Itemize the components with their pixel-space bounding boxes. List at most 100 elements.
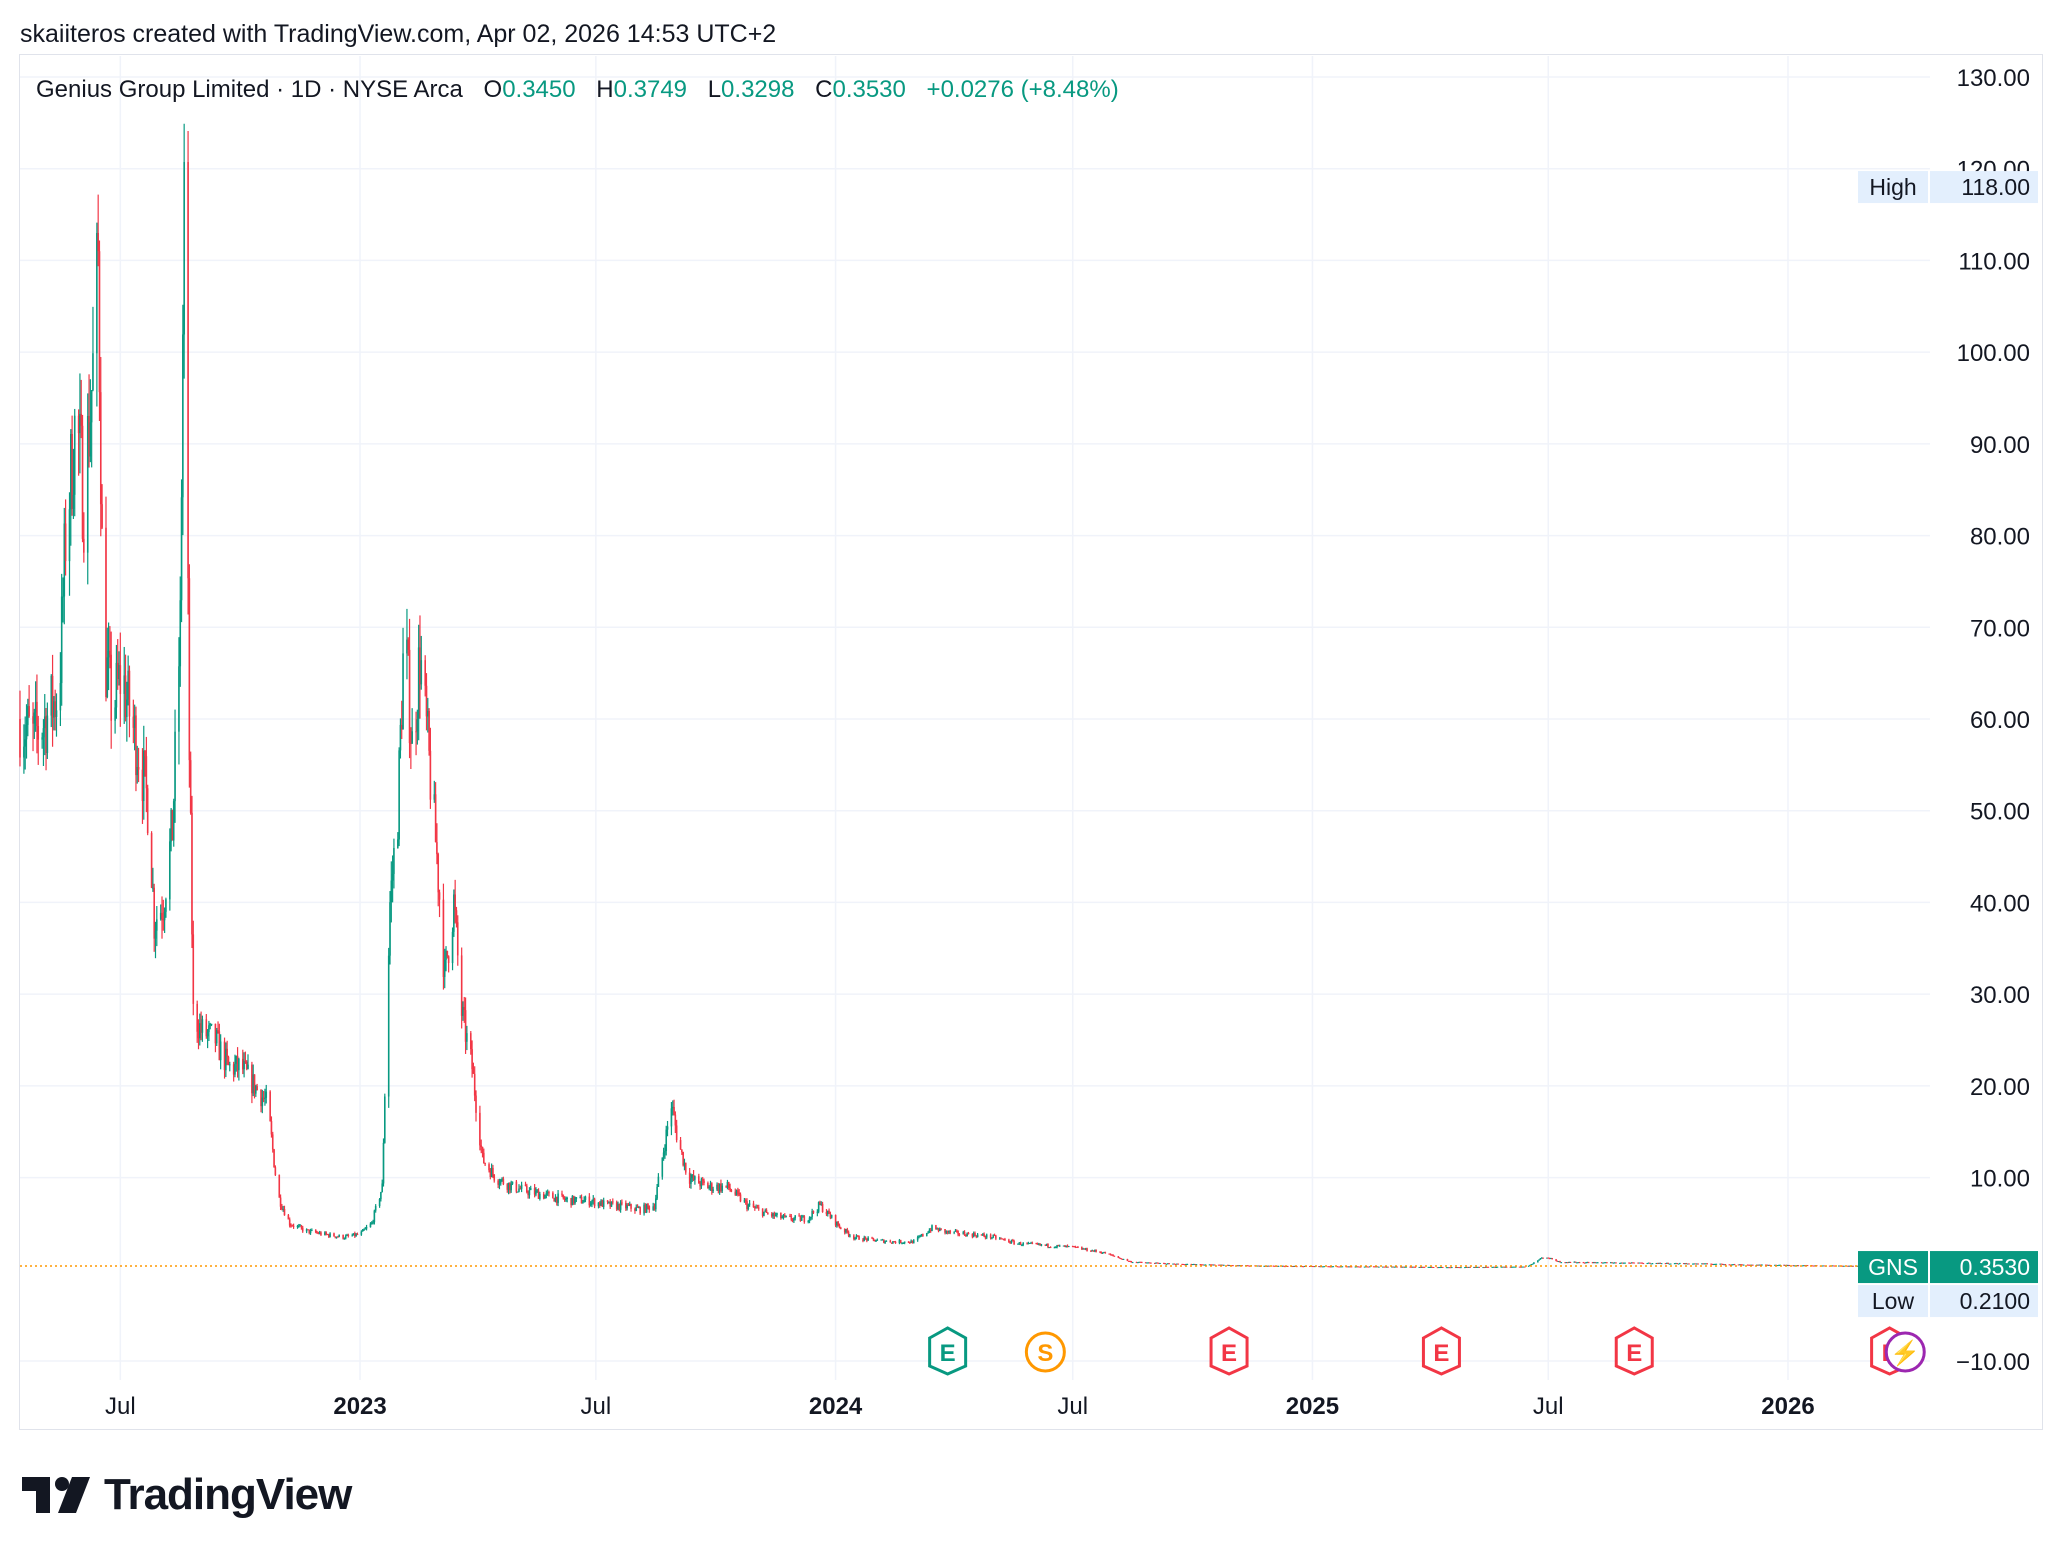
candle — [783, 1213, 786, 1218]
tradingview-logo[interactable]: TradingView — [22, 1470, 352, 1520]
candle — [918, 1235, 920, 1239]
candle — [1613, 1262, 1616, 1264]
candle — [1649, 1262, 1651, 1264]
candle — [1241, 1265, 1243, 1267]
candle — [225, 1042, 227, 1078]
candle — [145, 736, 148, 813]
candle — [255, 1084, 257, 1097]
candle — [1182, 1263, 1185, 1266]
candle — [1693, 1263, 1695, 1265]
candle — [739, 1192, 742, 1203]
candle — [1150, 1262, 1152, 1264]
candle — [159, 904, 162, 921]
candle — [1181, 1263, 1183, 1265]
candle — [518, 1184, 520, 1193]
candle — [1267, 1265, 1269, 1267]
candle — [1120, 1258, 1122, 1260]
split-event-icon[interactable]: S — [1024, 1331, 1066, 1373]
candle — [819, 1200, 821, 1206]
candle — [1503, 1266, 1505, 1268]
candle — [493, 1174, 496, 1183]
candle — [829, 1211, 832, 1220]
symbol-legend[interactable]: Genius Group Limited · 1D · NYSE Arca O0… — [36, 76, 1119, 104]
candle — [1137, 1262, 1139, 1264]
candle — [408, 618, 411, 759]
candle — [390, 861, 393, 923]
candle — [351, 1233, 354, 1237]
y-tick-label: 30.00 — [1970, 982, 2030, 1009]
candle — [271, 1131, 274, 1153]
candle — [1191, 1264, 1194, 1266]
candle — [1797, 1265, 1800, 1267]
candle — [251, 1061, 253, 1104]
candle — [798, 1213, 800, 1217]
candle — [25, 704, 28, 759]
candle — [98, 240, 101, 421]
news-event-icon[interactable]: ⚡ — [1884, 1331, 1926, 1373]
candle — [995, 1234, 997, 1241]
candle — [150, 831, 153, 889]
candle — [583, 1196, 585, 1203]
candle — [770, 1212, 773, 1218]
candle — [1728, 1264, 1731, 1266]
candle — [445, 946, 447, 972]
candle — [1155, 1262, 1157, 1264]
candle — [288, 1217, 291, 1228]
candle — [529, 1185, 532, 1191]
candle — [481, 1146, 484, 1158]
candle — [1322, 1266, 1324, 1268]
candle — [1456, 1267, 1458, 1269]
candle — [1673, 1263, 1676, 1265]
candle — [1847, 1265, 1849, 1267]
candle — [647, 1202, 649, 1210]
candle — [397, 832, 399, 849]
y-tick-label: 40.00 — [1970, 890, 2030, 917]
candle — [683, 1158, 686, 1171]
candle — [828, 1208, 830, 1214]
candle — [847, 1230, 850, 1238]
candle — [772, 1212, 774, 1219]
candle — [1632, 1262, 1634, 1264]
candle — [791, 1218, 794, 1223]
candle — [515, 1179, 518, 1194]
candle — [260, 1089, 262, 1113]
candle — [552, 1191, 554, 1199]
candle — [1074, 1245, 1077, 1249]
candle — [526, 1183, 528, 1194]
candle — [96, 222, 98, 407]
earnings-event-icon[interactable]: E — [1614, 1326, 1654, 1376]
candle — [1624, 1262, 1626, 1264]
candle — [446, 950, 449, 959]
candle — [1077, 1245, 1079, 1249]
candle — [144, 750, 146, 777]
high-badge[interactable]: High 118.00 — [1858, 171, 2038, 204]
candle — [1226, 1264, 1229, 1266]
candle — [1685, 1262, 1688, 1265]
last-price-badge[interactable]: GNS 0.3530 — [1858, 1251, 2038, 1284]
candle — [671, 1100, 674, 1116]
earnings-event-icon[interactable]: E — [1209, 1326, 1249, 1376]
candle — [483, 1148, 485, 1164]
candle — [429, 727, 432, 809]
candle — [557, 1190, 559, 1207]
candle — [334, 1236, 337, 1239]
candle — [214, 1023, 217, 1053]
candle — [141, 748, 144, 824]
candle — [464, 997, 467, 1054]
candle — [453, 889, 455, 937]
candle — [51, 654, 54, 747]
candle — [1336, 1266, 1338, 1268]
candle — [1766, 1264, 1768, 1266]
earnings-event-icon[interactable]: E — [1421, 1326, 1461, 1376]
candle — [132, 699, 135, 744]
candle — [519, 1185, 522, 1190]
candle — [555, 1196, 558, 1206]
candle — [92, 306, 94, 392]
candle — [1001, 1238, 1004, 1240]
earnings-event-icon[interactable]: E — [928, 1326, 968, 1376]
candle — [1177, 1263, 1180, 1265]
candle — [498, 1178, 501, 1190]
candle — [572, 1195, 575, 1205]
low-badge[interactable]: Low 0.2100 — [1858, 1285, 2038, 1318]
